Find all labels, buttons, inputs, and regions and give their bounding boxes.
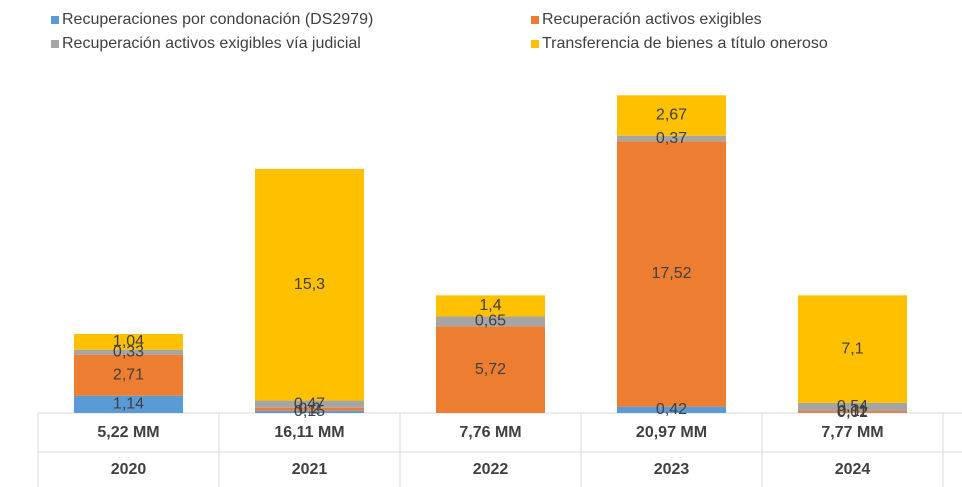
bar-segment <box>74 395 183 413</box>
legend-label: Recuperación activos exigibles vía judic… <box>62 35 361 52</box>
legend-marker <box>51 16 59 24</box>
data-label: 0,42 <box>656 401 687 418</box>
bar-segment <box>255 407 364 411</box>
bar-segment <box>798 295 907 403</box>
x-tick-label: 2021 <box>292 461 328 478</box>
category-total: 7,76 MM <box>459 424 521 441</box>
data-label: 0,37 <box>656 130 687 147</box>
data-label: 0,54 <box>837 398 868 415</box>
category-total: 16,11 MM <box>274 424 344 441</box>
legend-label: Transferencia de bienes a título oneroso <box>542 35 828 52</box>
bar-segment <box>617 141 726 407</box>
bar-segment <box>617 95 726 136</box>
bar-segment <box>255 168 364 401</box>
legend-label: Recuperación activos exigibles <box>542 11 762 28</box>
category-total: 7,77 MM <box>821 424 883 441</box>
x-tick-label: 2024 <box>835 461 871 478</box>
category-total: 20,97 MM <box>636 424 707 441</box>
bar-segment <box>617 135 726 142</box>
data-label: 0,47 <box>294 395 325 412</box>
legend-marker <box>531 40 539 48</box>
data-label: 1,4 <box>479 297 501 314</box>
data-label: 17,52 <box>651 265 691 282</box>
bar-segment <box>74 333 183 350</box>
bar-segment <box>436 326 545 413</box>
data-label: 2,71 <box>113 366 144 383</box>
data-label: 1,14 <box>113 396 144 413</box>
data-label: 0,02 <box>837 404 868 421</box>
bar-segment <box>617 406 726 413</box>
bar-segment <box>436 316 545 327</box>
data-label: 15,3 <box>294 276 325 293</box>
bar-segment <box>798 402 907 412</box>
category-total: 5,22 MM <box>97 424 159 441</box>
legend-marker <box>531 16 539 24</box>
x-tick-label: 2020 <box>111 461 147 478</box>
bar-segment <box>255 400 364 408</box>
bar-segment <box>798 411 907 413</box>
bar-segment <box>436 295 545 317</box>
data-label: 0,15 <box>294 403 325 420</box>
data-label: 5,72 <box>475 361 506 378</box>
data-label: 0,65 <box>475 313 506 330</box>
data-label: 0,33 <box>113 343 144 360</box>
legend-marker <box>51 40 59 48</box>
x-tick-label: 2022 <box>473 461 509 478</box>
data-label: 1,04 <box>113 333 144 350</box>
data-label: 0,11 <box>838 403 868 420</box>
bar-segment <box>255 410 364 413</box>
data-label: 0,2 <box>298 400 320 417</box>
bar-segment <box>74 349 183 355</box>
bar-segment <box>74 354 183 396</box>
x-tick-label: 2023 <box>654 461 690 478</box>
data-label: 7,1 <box>841 340 863 357</box>
legend-label: Recuperaciones por condonación (DS2979) <box>62 11 373 28</box>
data-label: 2,67 <box>656 107 687 124</box>
